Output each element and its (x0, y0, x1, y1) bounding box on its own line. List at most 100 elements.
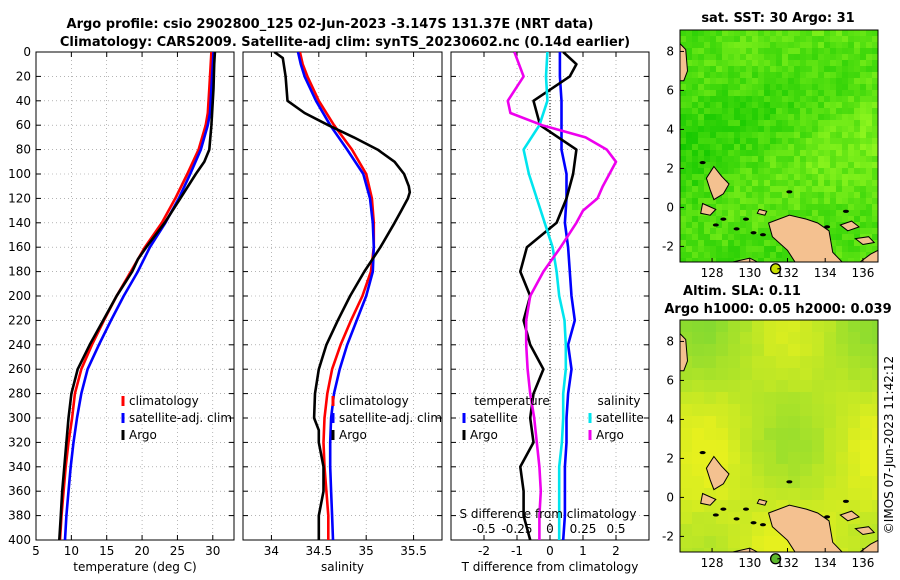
field-cell (806, 132, 813, 139)
field-cell (848, 344, 861, 357)
field-cell (680, 452, 693, 465)
field-cell (752, 210, 759, 217)
field-cell (740, 66, 747, 73)
field-cell (770, 240, 777, 247)
y-tick-label: 220 (8, 313, 31, 327)
x-tick-label: 128 (701, 556, 724, 570)
field-cell (860, 126, 867, 133)
field-cell (872, 512, 878, 525)
land-mass (839, 510, 861, 522)
field-cell (746, 228, 753, 235)
legend-label: Argo (339, 428, 367, 442)
field-cell (734, 198, 741, 205)
field-cell (752, 168, 759, 175)
field-cell (752, 114, 759, 121)
field-cell (842, 150, 849, 157)
field-cell (812, 144, 819, 151)
field-cell (872, 488, 878, 501)
field-cell (860, 54, 867, 61)
field-cell (860, 192, 867, 199)
field-cell (848, 476, 861, 489)
field-cell (758, 144, 765, 151)
field-cell (776, 168, 783, 175)
field-cell (872, 36, 878, 43)
field-cell (686, 144, 693, 151)
field-cell (734, 96, 741, 103)
field-cell (824, 320, 837, 333)
field-cell (770, 96, 777, 103)
series-line-temperature-satellite (558, 52, 577, 540)
field-cell (746, 150, 753, 157)
field-cell (830, 66, 837, 73)
field-cell (782, 60, 789, 67)
field-cell (794, 114, 801, 121)
field-cell (740, 108, 747, 115)
field-cell (734, 42, 741, 49)
field-cell (686, 246, 693, 253)
field-cell (794, 96, 801, 103)
field-cell (782, 84, 789, 91)
field-cell (740, 464, 753, 477)
field-cell (722, 210, 729, 217)
field-cell (776, 404, 789, 417)
field-cell (794, 120, 801, 127)
field-cell (746, 48, 753, 55)
field-cell (830, 180, 837, 187)
field-cell (830, 132, 837, 139)
field-cell (776, 180, 783, 187)
field-cell (722, 138, 729, 145)
field-cell (794, 180, 801, 187)
field-cell (722, 198, 729, 205)
field-cell (824, 356, 837, 369)
field-cell (842, 174, 849, 181)
x-tick-label: 128 (701, 266, 724, 280)
field-cell (692, 240, 699, 247)
field-cell (836, 84, 843, 91)
field-cell (836, 452, 849, 465)
field-cell (824, 132, 831, 139)
field-cell (728, 132, 735, 139)
field-cell (824, 108, 831, 115)
field-cell (746, 60, 753, 67)
field-cell (740, 344, 753, 357)
field-cell (800, 66, 807, 73)
field-cell (728, 84, 735, 91)
field-cell (788, 96, 795, 103)
field-cell (728, 380, 741, 393)
island-mark (842, 499, 849, 503)
field-cell (812, 156, 819, 163)
field-cell (872, 138, 878, 145)
field-cell (764, 114, 771, 121)
field-cell (734, 180, 741, 187)
axes-frame (242, 51, 443, 541)
field-cell (746, 222, 753, 229)
field-cell (686, 222, 693, 229)
field-cell (824, 84, 831, 91)
argo-float-marker (769, 263, 782, 275)
field-cell (848, 488, 861, 501)
land-mass (700, 492, 717, 506)
field-cell (686, 132, 693, 139)
field-cell (740, 60, 747, 67)
field-cell (830, 246, 837, 253)
field-cell (866, 78, 873, 85)
field-cell (800, 72, 807, 79)
field-cell (866, 54, 873, 61)
series-line-climatology (298, 52, 376, 540)
field-cell (860, 488, 873, 501)
legend-label: climatology (129, 394, 199, 408)
field-cell (854, 210, 861, 217)
field-cell (764, 186, 771, 193)
field-cell (722, 246, 729, 253)
field-cell (692, 228, 699, 235)
field-cell (872, 48, 878, 55)
field-cell (824, 204, 831, 211)
field-cell (710, 48, 717, 55)
field-cell (692, 416, 705, 429)
field-cell (704, 102, 711, 109)
field-cell (860, 204, 867, 211)
field-cell (716, 500, 729, 513)
field-cell (836, 380, 849, 393)
field-cell (800, 440, 813, 453)
field-cell (722, 240, 729, 247)
